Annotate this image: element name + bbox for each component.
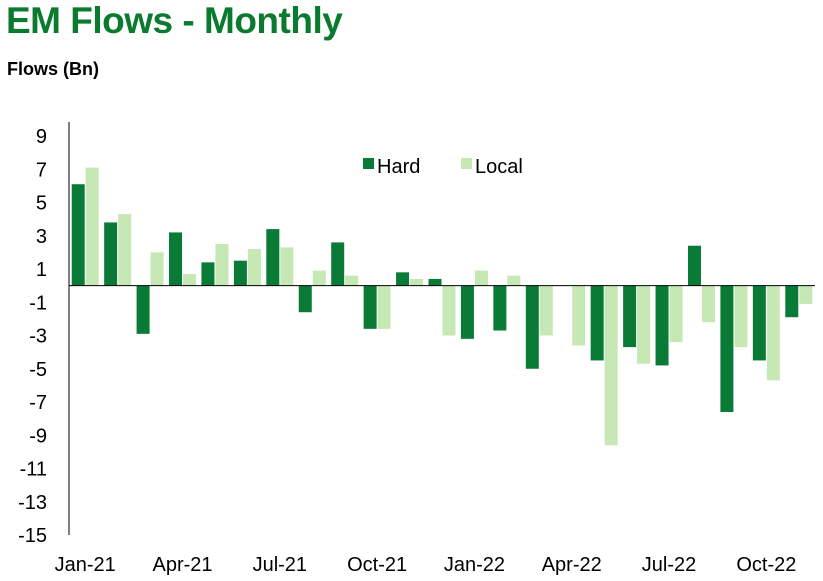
bar-local [734,285,748,348]
y-tick-label: -7 [29,392,47,414]
bar-hard [590,285,604,361]
bar-hard [720,285,734,412]
bar-local [150,252,164,286]
y-tick-label: 7 [36,159,47,181]
bar-hard [623,285,637,348]
bar-hard [460,285,474,339]
bar-hard [71,184,85,286]
y-tick-label: -13 [18,492,47,514]
bar-hard [785,285,799,318]
bar-hard [687,245,701,286]
x-tick-label: Apr-21 [153,554,213,576]
bar-local [118,214,132,286]
bar-hard [201,262,215,286]
bar-hard [493,285,507,331]
y-tick-label: 9 [36,126,47,148]
bar-hard [655,285,669,366]
bar-local [85,167,99,286]
bar-hard [104,222,118,286]
y-tick-label: 1 [36,259,47,281]
y-tick-label: -5 [29,359,47,381]
bar-hard [428,278,442,286]
bar-local [183,273,197,286]
bar-hard [266,229,280,286]
bar-hard [298,285,312,313]
bar-local [572,285,586,346]
bar-hard [331,242,345,286]
x-tick-label: Oct-22 [736,554,796,576]
x-tick-label: Jul-22 [642,554,696,576]
bar-local [604,285,618,446]
bar-local [669,285,683,343]
bar-hard [169,232,183,286]
bar-local [312,270,326,286]
y-tick-label: 5 [36,193,47,215]
y-tick-label: 3 [36,226,47,248]
bar-local [377,285,391,329]
y-tick-label: -15 [18,525,47,547]
legend-label-hard: Hard [377,156,420,178]
bar-local [345,275,359,286]
bar-local [442,285,456,336]
y-tick-label: -1 [29,292,47,314]
x-tick-label: Apr-22 [542,554,602,576]
x-tick-label: Jul-21 [253,554,307,576]
bar-local [701,285,715,323]
bar-local [474,270,488,286]
bar-local [507,275,521,286]
y-tick-label: -3 [29,326,47,348]
bar-hard [752,285,766,361]
bar-local [247,249,261,286]
bar-hard [396,272,410,286]
bar-local [637,285,651,364]
x-tick-label: Jan-22 [444,554,505,576]
bar-local [766,285,780,381]
bar-hard [363,285,377,329]
bar-local [215,244,229,286]
bar-hard [136,285,150,334]
bar-hard [233,260,247,286]
x-tick-label: Jan-21 [55,554,116,576]
x-tick-label: Oct-21 [347,554,407,576]
bar-local [280,247,294,286]
legend-swatch-hard [363,158,374,169]
legend-swatch-local [461,158,472,169]
y-tick-label: -9 [29,425,47,447]
bar-local [799,285,813,304]
legend-label-local: Local [475,156,523,178]
bar-hard [525,285,539,369]
y-tick-label: -11 [20,459,47,481]
chart-subtitle: Flows (Bn) [7,59,99,79]
chart-title: EM Flows - Monthly [6,0,343,41]
bar-local [410,278,424,286]
bar-local [539,285,553,336]
